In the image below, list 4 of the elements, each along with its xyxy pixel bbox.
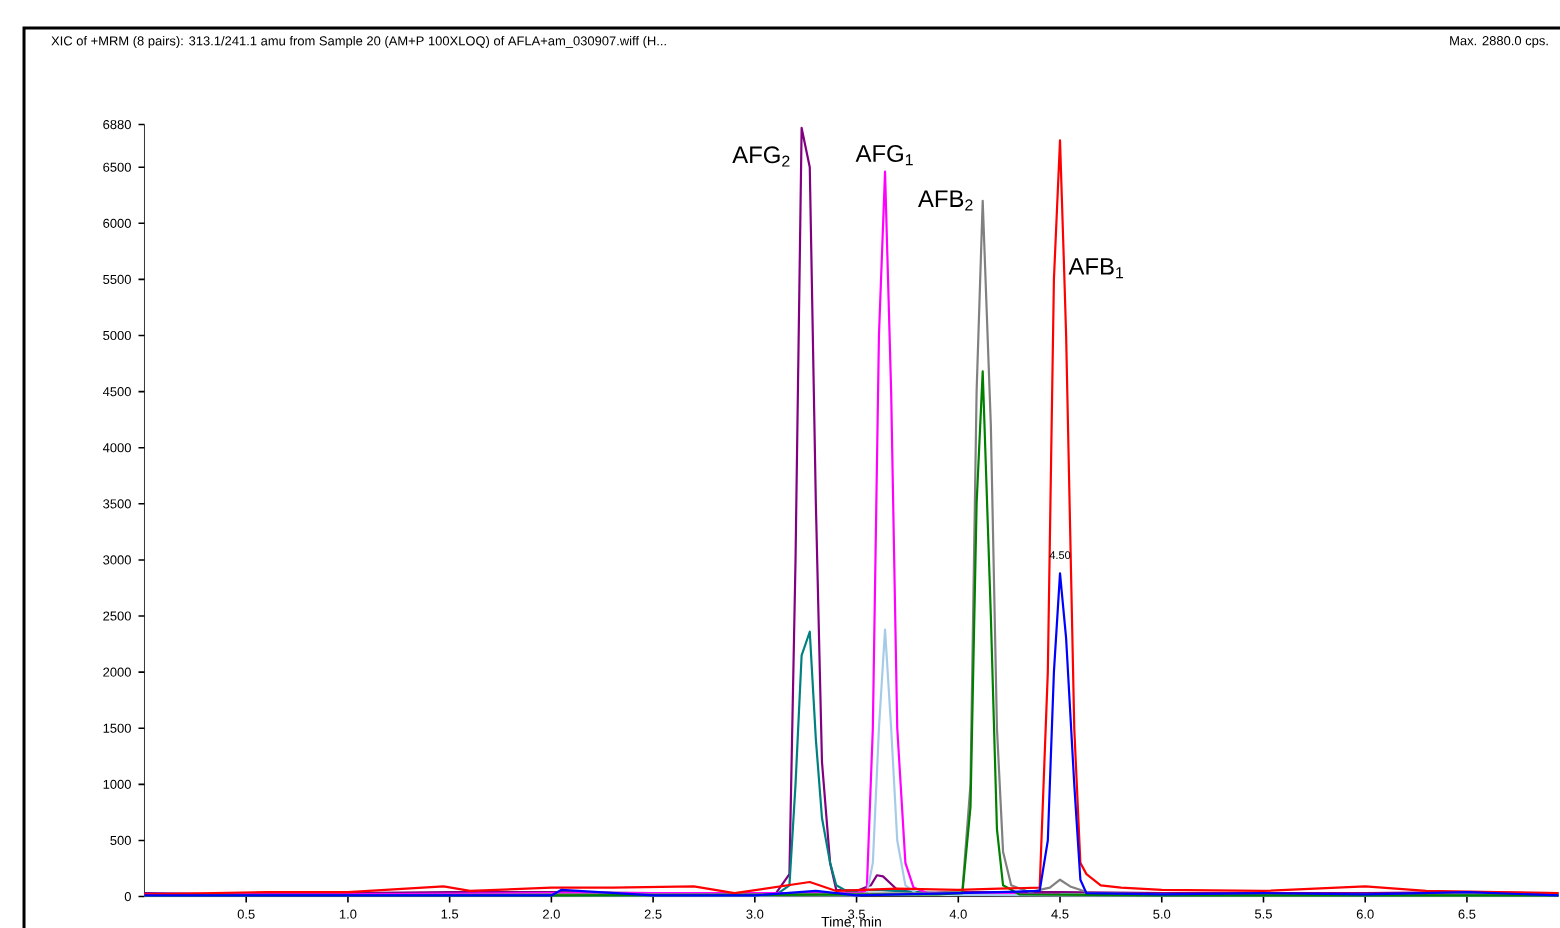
annotation: AFB$_{2}$	[917, 190, 973, 211]
annotation: AFG$_{1}$	[855, 145, 913, 166]
annotation: AFG$_{2}$	[732, 146, 790, 167]
annotation: AFB$_{1}$	[1068, 258, 1124, 279]
